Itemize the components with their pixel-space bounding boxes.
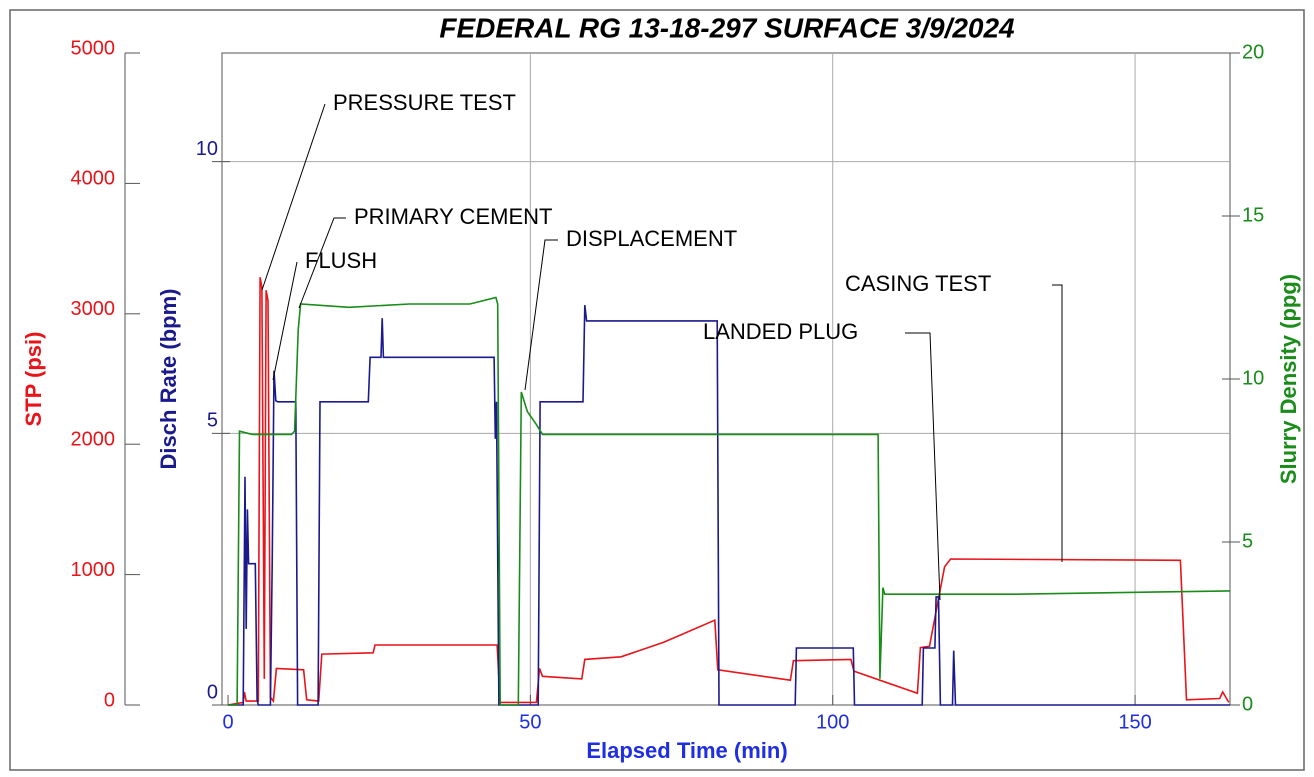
stp-tick-label: 0: [104, 689, 115, 711]
y-tick-label: 0: [207, 681, 218, 703]
y-tick-label: 10: [196, 138, 218, 160]
x-tick-label: 100: [816, 711, 849, 733]
annotation: LANDED PLUG: [703, 319, 858, 344]
annotation: PRIMARY CEMENT: [354, 204, 552, 229]
stp-axis-title: STP (psi): [21, 332, 46, 427]
y2-tick-label: 20: [1242, 41, 1264, 63]
annotation-leader: [1052, 284, 1063, 562]
annotation: CASING TEST: [845, 271, 991, 296]
series-line: [227, 277, 1230, 706]
annotation-leader: [905, 332, 941, 601]
chart-title: FEDERAL RG 13-18-297 SURFACE 3/9/2024: [439, 12, 1015, 43]
stp-tick-label: 2000: [71, 428, 116, 450]
y2-tick-label: 5: [1242, 530, 1253, 552]
x-tick-label: 0: [222, 711, 233, 733]
y2-tick-label: 10: [1242, 367, 1264, 389]
x-tick-label: 150: [1118, 711, 1151, 733]
annotation: DISPLACEMENT: [566, 226, 737, 251]
x-axis-title: Elapsed Time (min): [586, 738, 787, 763]
y-axis-title: Disch Rate (bpm): [156, 289, 181, 470]
frame: [9, 9, 1305, 771]
series-line: [228, 296, 1231, 706]
x-tick-label: 50: [519, 711, 541, 733]
stp-tick-label: 1000: [71, 559, 116, 581]
annotation-leader: [298, 217, 346, 309]
series-line: [228, 305, 1230, 706]
annotation: PRESSURE TEST: [333, 90, 516, 115]
y2-axis-title: Slurry Density (ppg): [1276, 274, 1301, 484]
annotation-leader: [524, 239, 558, 391]
y-tick-label: 5: [207, 410, 218, 432]
stp-tick-label: 4000: [71, 168, 116, 190]
y2-tick-label: 15: [1242, 204, 1264, 226]
annotation-leader: [272, 261, 298, 381]
y2-tick-label: 0: [1242, 693, 1253, 715]
stp-tick-label: 5000: [71, 37, 116, 59]
annotation-leader: [261, 103, 326, 291]
annotation: FLUSH: [305, 248, 377, 273]
stp-tick-label: 3000: [71, 298, 116, 320]
